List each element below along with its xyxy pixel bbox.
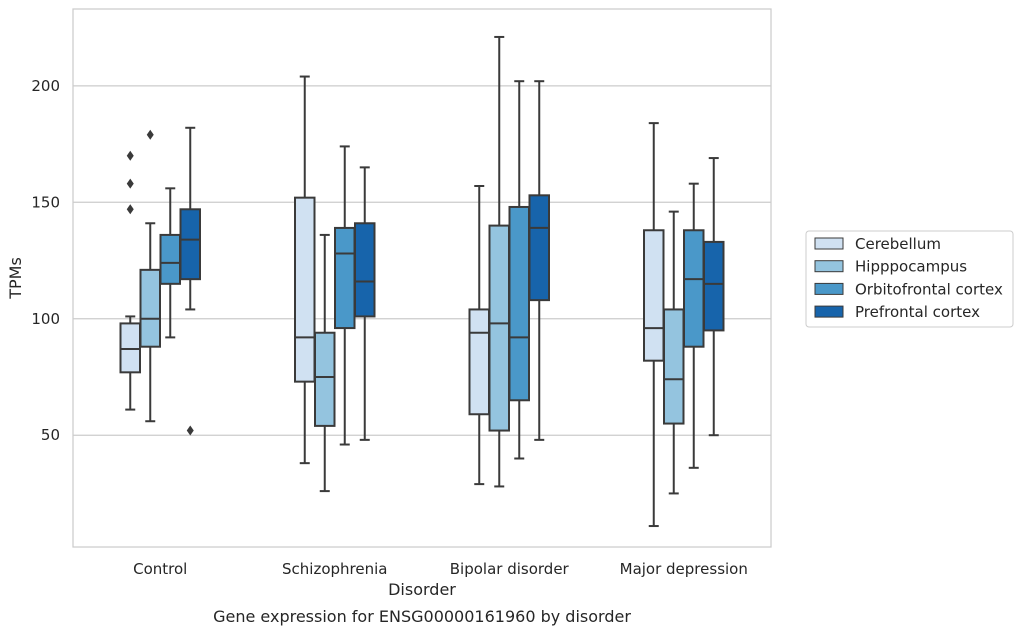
box-iqr [643,229,665,362]
x-tick-label: Major depression [620,560,748,578]
box-iqr [334,226,356,330]
box-hipppocampus-3 [663,210,685,495]
x-tick-label: Control [133,560,187,578]
y-tick-label: 150 [31,193,60,211]
legend-swatch [814,305,844,318]
box-iqr [528,194,550,302]
box-iqr [179,208,201,281]
outlier-point [126,178,134,189]
box-prefrontal-cortex-2 [528,80,550,441]
box-iqr [508,205,530,402]
outlier-point [146,129,154,140]
outlier-point [186,425,194,436]
box-prefrontal-cortex-3 [703,157,725,437]
plot-area-frame [72,8,772,548]
legend: Cerebellum Hipppocampus Orbitofrontal cort… [805,230,1014,328]
box-orbitofrontal-cortex-2 [508,80,530,460]
outlier-point [126,204,134,215]
legend-swatch [814,260,844,273]
box-orbitofrontal-cortex-3 [683,182,705,469]
outlier-point [126,150,134,161]
box-iqr [488,224,510,432]
box-cerebellum-0 [119,150,141,411]
legend-label: Cerebellum [855,235,941,253]
legend-frame [805,230,1014,328]
box-iqr [139,268,161,348]
legend-label: Hipppocampus [855,258,967,276]
x-axis-label: Disorder [388,580,456,599]
box-iqr [314,331,336,427]
box-orbitofrontal-cortex-1 [334,145,356,446]
legend-label: Prefrontal cortex [855,303,980,321]
y-tick-label: 50 [41,426,60,444]
box-iqr [703,240,725,332]
y-axis-label: TPMs [6,257,25,300]
x-tick-label: Bipolar disorder [450,560,570,578]
legend-swatch [814,237,844,250]
box-iqr [468,308,490,416]
x-tick-label: Schizophrenia [282,560,387,578]
legend-label: Orbitofrontal cortex [855,280,1003,298]
box-cerebellum-1 [294,75,316,465]
y-tick-label: 100 [31,310,60,328]
legend-swatch [814,282,844,295]
box-prefrontal-cortex-1 [354,166,376,441]
y-axis-ticks: 50 100 150 200 [31,77,60,444]
y-tick-label: 200 [31,77,60,95]
box-iqr [294,196,316,383]
box-series [119,35,725,528]
chart-title: Gene expression for ENSG00000161960 by d… [213,607,631,626]
box-iqr [663,308,685,425]
box-iqr [354,222,376,318]
box-prefrontal-cortex-0 [179,126,201,436]
box-iqr [159,233,181,285]
box-iqr [683,229,705,348]
x-axis-ticks: Control Schizophrenia Bipolar disorder Majo… [133,560,748,578]
box-iqr [119,322,141,374]
box-cerebellum-3 [643,122,665,528]
box-hipppocampus-1 [314,233,336,493]
box-hipppocampus-0 [139,129,161,423]
